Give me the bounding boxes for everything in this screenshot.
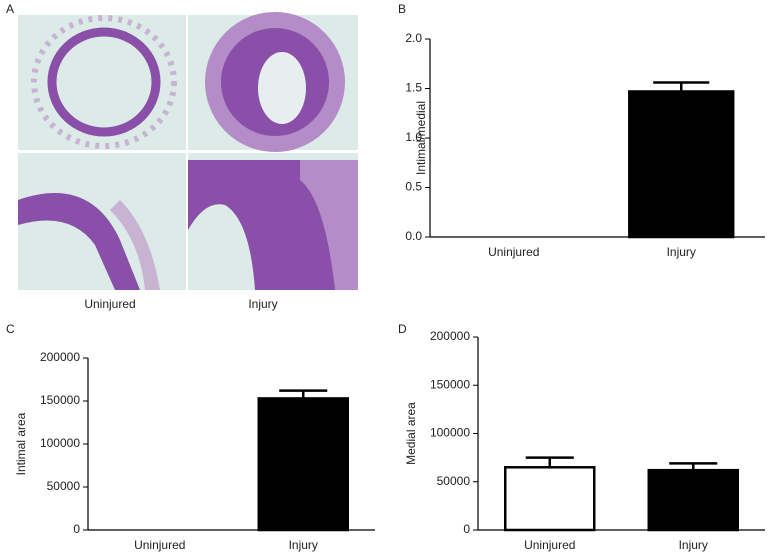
y-tick-label: 100000 bbox=[430, 426, 470, 440]
y-tick-label: 200000 bbox=[40, 350, 80, 364]
y-tick-label: 100000 bbox=[40, 436, 80, 450]
y-tick-label: 1.0 bbox=[405, 130, 422, 144]
panel-label: B bbox=[398, 2, 406, 16]
y-tick-label: 0.0 bbox=[405, 229, 422, 243]
panel-label: C bbox=[6, 322, 15, 336]
y-tick-label: 2.0 bbox=[405, 31, 422, 45]
x-tick-label: Uninjured bbox=[488, 245, 539, 259]
y-tick-label: 150000 bbox=[40, 393, 80, 407]
y-axis-label: Intimal/medial bbox=[414, 101, 428, 175]
x-tick-label: Injury bbox=[289, 538, 318, 552]
y-tick-label: 0 bbox=[73, 522, 80, 536]
adventitia bbox=[31, 15, 177, 149]
lumen bbox=[258, 52, 306, 124]
histology-images bbox=[18, 12, 358, 290]
y-tick-label: 0.5 bbox=[405, 180, 422, 194]
y-axis-label: Medial area bbox=[404, 402, 418, 465]
x-tick-label: Injury bbox=[679, 538, 708, 552]
y-tick-label: 200000 bbox=[430, 329, 470, 343]
y-tick-label: 150000 bbox=[430, 377, 470, 391]
adventitia bbox=[300, 160, 358, 290]
x-tick-label: Uninjured bbox=[134, 538, 185, 552]
panel-label: D bbox=[398, 322, 407, 336]
y-tick-label: 0 bbox=[463, 522, 470, 536]
bar bbox=[628, 90, 735, 239]
y-tick-label: 50000 bbox=[47, 479, 81, 493]
bar bbox=[504, 466, 596, 532]
y-tick-label: 1.5 bbox=[405, 81, 422, 95]
x-tick-label: Uninjured bbox=[524, 538, 575, 552]
bar bbox=[257, 397, 349, 532]
x-tick-label: Injury bbox=[667, 245, 696, 259]
bar bbox=[647, 468, 739, 532]
panel-label: A bbox=[6, 2, 14, 16]
y-axis-label: Intimal area bbox=[14, 412, 28, 475]
vessel-wall bbox=[47, 27, 161, 137]
y-tick-label: 50000 bbox=[437, 474, 471, 488]
image-caption: Injury bbox=[248, 297, 277, 311]
vessel-wall bbox=[18, 193, 140, 290]
image-caption: Uninjured bbox=[84, 297, 135, 311]
adventitia bbox=[110, 200, 160, 290]
